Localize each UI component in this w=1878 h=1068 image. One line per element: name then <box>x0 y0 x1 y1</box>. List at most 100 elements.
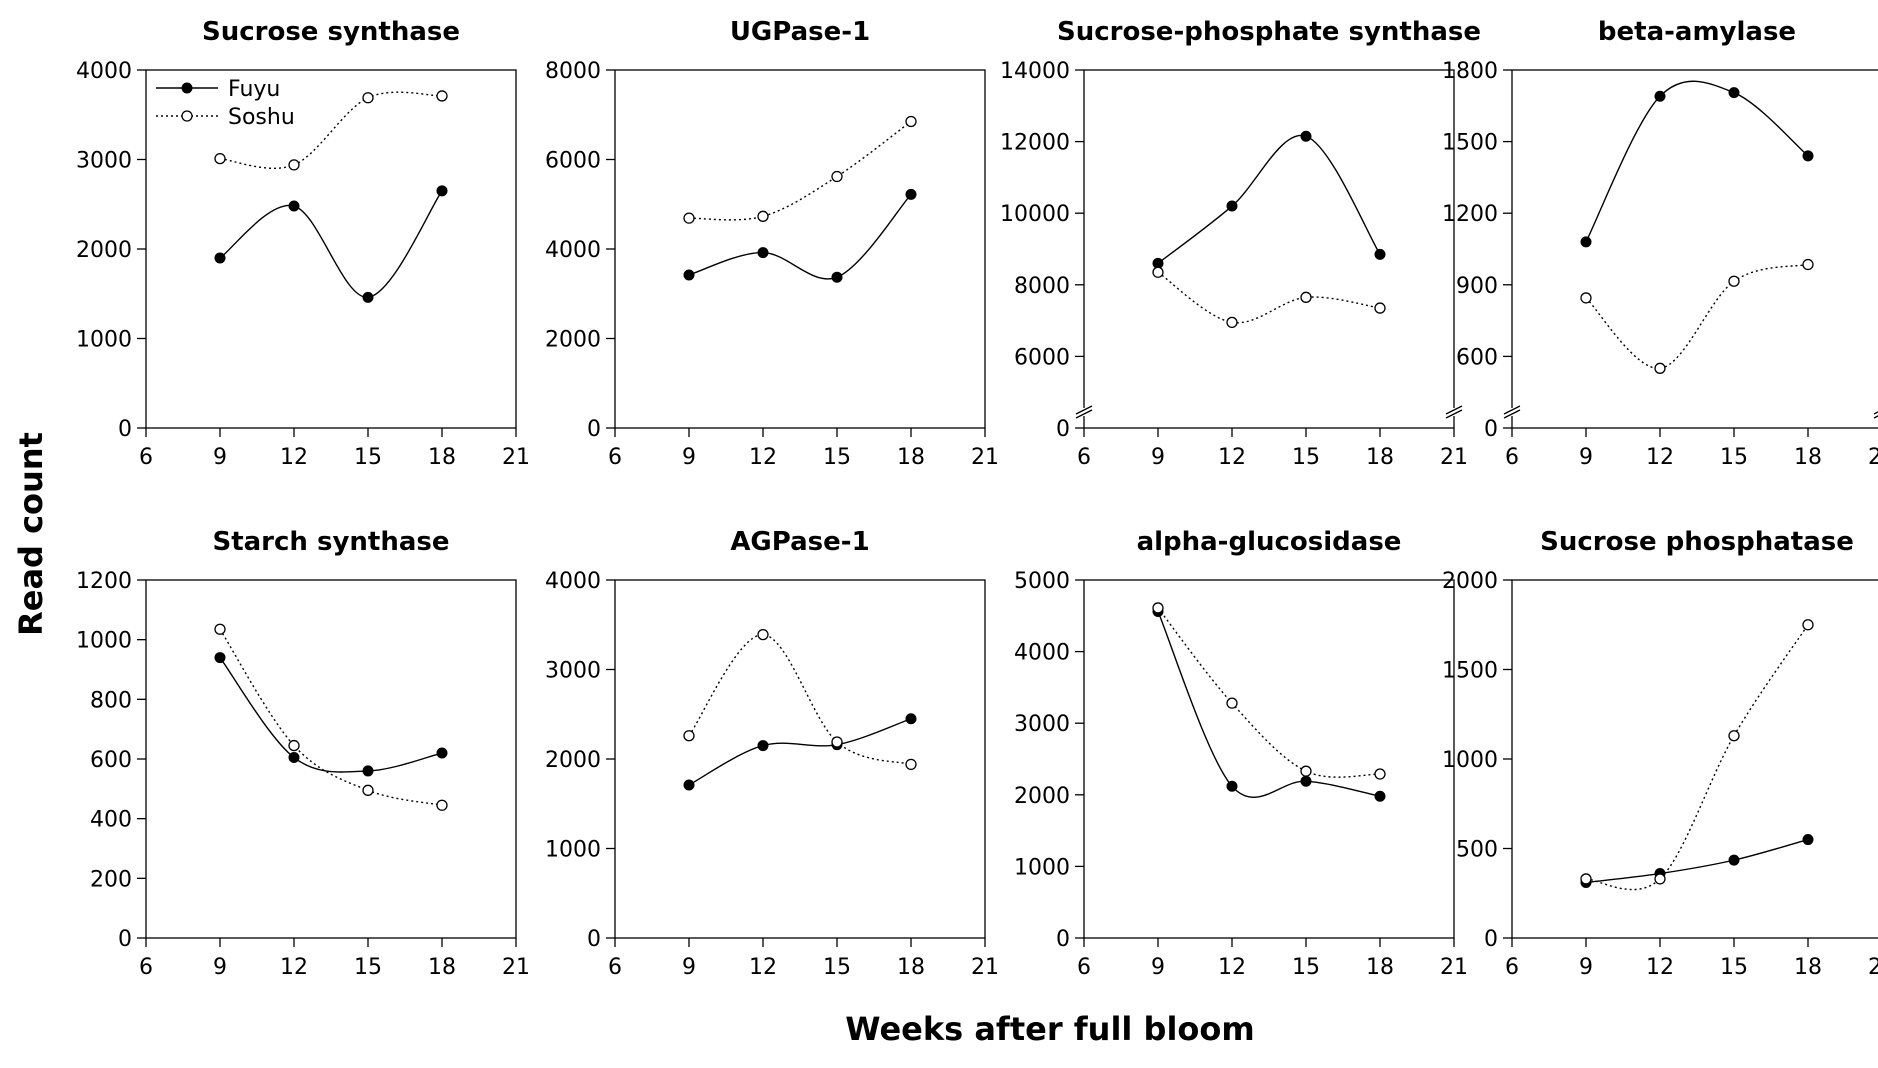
data-point-soshu <box>683 212 695 224</box>
x-tick-label: 9 <box>1579 445 1593 470</box>
panels: Sucrose synthase 6 9 12 15 18 21 0 1000 2000 3000 4… <box>76 17 1878 980</box>
y-tick-label: 0 <box>1056 417 1070 442</box>
x-tick-label: 15 <box>1292 955 1320 980</box>
panel-title: UGPase-1 <box>730 17 870 47</box>
data-point-soshu <box>436 799 448 811</box>
y-tick-label: 14000 <box>1000 59 1070 84</box>
x-tick-label: 6 <box>608 445 622 470</box>
x-tick-label: 12 <box>1218 445 1246 470</box>
series-line-soshu <box>1585 624 1809 891</box>
y-tick-label: 500 <box>1456 838 1498 863</box>
y-tick-label: 4000 <box>545 238 601 263</box>
plot-frame <box>145 579 517 939</box>
y-tick-label: 1000 <box>76 629 132 654</box>
x-tick-label: 12 <box>280 445 308 470</box>
data-point-fuyu <box>214 252 226 264</box>
data-point-fuyu <box>214 652 226 664</box>
data-point-soshu <box>757 210 769 222</box>
data-point-soshu <box>1802 258 1814 271</box>
series-line-fuyu <box>1585 838 1809 884</box>
x-tick-label: 12 <box>1646 445 1674 470</box>
data-point-soshu <box>1374 302 1386 314</box>
data-point-soshu <box>362 92 374 104</box>
data-point-fuyu <box>436 185 448 197</box>
x-tick-label: 6 <box>1505 445 1519 470</box>
y-tick-label: 2000 <box>1014 784 1070 809</box>
x-tick-label: 18 <box>1366 955 1394 980</box>
x-tick-label: 21 <box>1868 955 1878 980</box>
panel-agpase-1: AGPase-1 6 9 12 15 18 21 0 1000 2000 3000 4000 <box>545 527 999 980</box>
data-point-fuyu <box>905 188 917 200</box>
data-point-soshu <box>1374 768 1386 780</box>
data-point-soshu <box>214 152 226 165</box>
panel-title: Sucrose synthase <box>202 17 460 47</box>
x-tick-label: 9 <box>682 445 696 470</box>
y-tick-label: 3000 <box>545 659 601 684</box>
x-tick-label: 21 <box>971 445 999 470</box>
series-line-soshu <box>688 120 912 221</box>
series-line-soshu <box>1585 263 1809 370</box>
legend-item-soshu: Soshu <box>156 105 295 130</box>
panel-sucrose-synthase: Sucrose synthase 6 9 12 15 18 21 0 1000 2000 3000 4… <box>76 17 530 470</box>
x-tick-label: 6 <box>608 955 622 980</box>
x-tick-label: 15 <box>1720 445 1748 470</box>
data-point-fuyu <box>1802 834 1814 846</box>
x-tick-label: 18 <box>897 955 925 980</box>
x-tick-label: 18 <box>897 445 925 470</box>
data-point-soshu <box>1802 619 1814 631</box>
data-point-soshu <box>683 730 695 742</box>
x-tick-label: 12 <box>1646 955 1674 980</box>
x-tick-label: 21 <box>502 445 530 470</box>
data-point-soshu <box>1226 697 1238 709</box>
data-point-soshu <box>831 170 843 183</box>
x-tick-label: 9 <box>1151 955 1165 980</box>
plot-frame <box>1083 579 1455 939</box>
axis-break <box>1075 405 1093 419</box>
axis-break <box>1445 405 1463 419</box>
data-point-soshu <box>1654 362 1666 374</box>
data-point-fuyu <box>831 271 843 283</box>
series-line-fuyu <box>1157 611 1381 798</box>
data-point-soshu <box>757 628 769 641</box>
data-point-fuyu <box>1374 248 1386 260</box>
y-tick-label: 6000 <box>545 149 601 174</box>
y-tick-label: 6000 <box>1014 345 1070 370</box>
y-tick-label: 3000 <box>1014 712 1070 737</box>
series-line-soshu <box>1157 607 1381 778</box>
data-point-soshu <box>831 736 843 748</box>
x-tick-label: 15 <box>823 445 851 470</box>
panel-title: beta-amylase <box>1598 17 1796 47</box>
y-tick-label: 2000 <box>545 748 601 773</box>
legend: Fuyu Soshu <box>156 77 295 130</box>
data-point-soshu <box>288 159 300 171</box>
x-tick-label: 12 <box>1218 955 1246 980</box>
x-tick-label: 21 <box>1868 445 1878 470</box>
data-point-soshu <box>436 90 448 102</box>
y-tick-label: 4000 <box>545 569 601 594</box>
y-tick-label: 1500 <box>1442 131 1498 156</box>
data-point-fuyu <box>683 779 695 791</box>
data-point-fuyu <box>288 752 300 764</box>
y-tick-label: 0 <box>587 927 601 952</box>
data-point-soshu <box>362 784 374 796</box>
series-line-fuyu <box>219 190 443 299</box>
plot-frame <box>145 69 517 429</box>
x-tick-label: 21 <box>1440 955 1468 980</box>
y-tick-label: 2000 <box>545 328 601 353</box>
y-tick-label: 0 <box>118 927 132 952</box>
x-tick-label: 18 <box>428 955 456 980</box>
x-tick-label: 6 <box>1077 955 1091 980</box>
x-axis-title: Weeks after full bloom <box>845 1010 1254 1048</box>
data-point-fuyu <box>1226 780 1238 792</box>
data-point-fuyu <box>1374 790 1386 802</box>
data-point-fuyu <box>905 713 917 725</box>
x-tick-label: 9 <box>213 955 227 980</box>
y-tick-label: 2000 <box>1442 569 1498 594</box>
series-line-fuyu <box>219 657 443 773</box>
series-line-soshu <box>1157 271 1381 324</box>
y-tick-label: 1200 <box>1442 202 1498 227</box>
data-point-fuyu <box>362 765 374 777</box>
x-tick-label: 6 <box>1505 955 1519 980</box>
data-point-soshu <box>1226 316 1238 329</box>
data-point-fuyu <box>1728 87 1740 99</box>
